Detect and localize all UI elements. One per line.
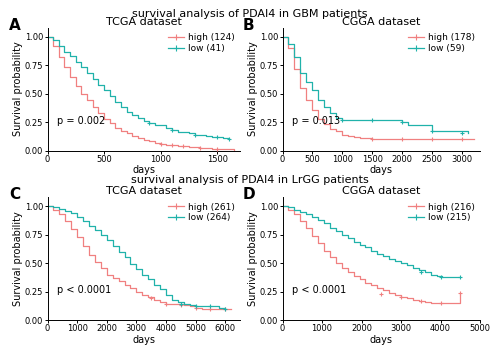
Point [206,304,214,309]
Legend: high (261), low (264): high (261), low (264) [164,199,238,226]
Point [456,290,464,295]
Y-axis label: Survival probability: Survival probability [14,42,24,136]
Point [162,301,170,307]
Legend: high (124), low (41): high (124), low (41) [164,29,238,56]
Text: p = 0.002: p = 0.002 [57,116,106,126]
Title: TCGA dataset: TCGA dataset [106,186,182,197]
Point [177,302,185,308]
X-axis label: days: days [132,165,155,175]
Point [221,306,229,311]
Text: survival analysis of PDAI4 in LrGG patients: survival analysis of PDAI4 in LrGG patie… [131,175,369,185]
Text: D: D [243,188,256,202]
Point [417,270,425,275]
Point [436,300,444,306]
Point [458,131,466,136]
Point [190,132,198,137]
Point [221,306,229,311]
Point [192,305,200,310]
Point [206,306,214,311]
Point [428,136,436,142]
Point [168,127,176,133]
X-axis label: days: days [370,165,393,175]
Point [458,136,466,142]
Point [397,294,405,300]
X-axis label: days: days [370,335,393,345]
X-axis label: days: days [132,335,155,345]
Title: CGGA dataset: CGGA dataset [342,186,420,197]
Point [192,304,200,309]
Text: B: B [243,18,254,33]
Point [146,120,154,126]
Text: survival analysis of PDAI4 in GBM patients: survival analysis of PDAI4 in GBM patien… [132,9,368,19]
Point [428,128,436,134]
Point [378,291,386,297]
Point [156,141,164,146]
Point [338,117,346,122]
Point [456,274,464,280]
Point [436,274,444,280]
Point [368,117,376,122]
Point [224,136,232,142]
Point [177,301,185,307]
Text: p = 0.013: p = 0.013 [292,116,341,126]
Point [417,298,425,303]
Y-axis label: Survival probability: Survival probability [14,211,24,306]
Point [368,136,376,142]
Point [214,147,222,152]
Title: CGGA dataset: CGGA dataset [342,17,420,27]
Point [196,145,204,151]
Point [168,142,176,148]
Point [147,296,155,301]
Legend: high (216), low (215): high (216), low (215) [404,199,478,226]
Text: p < 0.0001: p < 0.0001 [292,285,346,295]
Y-axis label: Survival probability: Survival probability [248,211,258,306]
Text: p < 0.0001: p < 0.0001 [57,285,112,295]
Text: A: A [9,18,21,33]
Y-axis label: Survival probability: Survival probability [248,42,258,136]
Point [214,134,222,140]
Point [180,143,188,149]
Legend: high (178), low (59): high (178), low (59) [404,29,478,56]
Title: TCGA dataset: TCGA dataset [106,17,182,27]
Text: C: C [9,188,20,202]
Point [398,136,406,142]
Point [398,119,406,125]
